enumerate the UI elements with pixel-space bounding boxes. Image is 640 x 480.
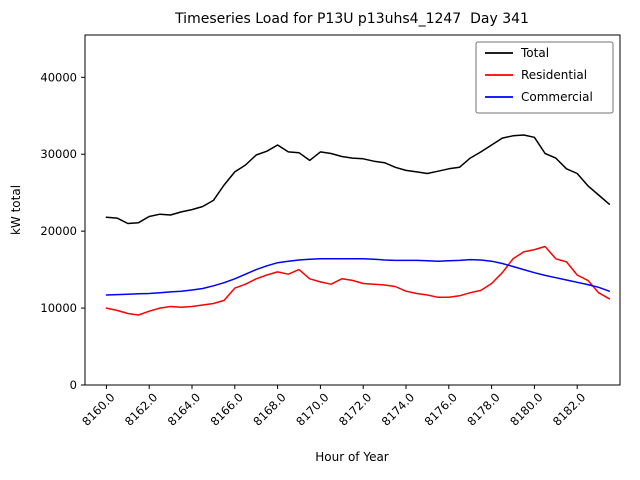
x-tick-label: 8172.0 bbox=[336, 390, 374, 428]
x-tick-label: 8166.0 bbox=[208, 390, 246, 428]
legend-label-residential: Residential bbox=[521, 68, 587, 82]
y-tick-label: 30000 bbox=[40, 147, 77, 161]
x-tick-label: 8182.0 bbox=[550, 390, 588, 428]
y-tick-label: 20000 bbox=[40, 224, 77, 238]
legend-box bbox=[475, 41, 614, 114]
legend-label-commercial: Commercial bbox=[521, 90, 593, 104]
series-line-total bbox=[105, 134, 611, 225]
x-tick-label: 8174.0 bbox=[379, 390, 417, 428]
x-tick-label: 8164.0 bbox=[165, 390, 203, 428]
x-tick-label: 8180.0 bbox=[507, 390, 545, 428]
x-tick-label: 8176.0 bbox=[422, 390, 460, 428]
x-axis-title: Hour of Year bbox=[315, 450, 389, 464]
chart-title: Timeseries Load for P13U p13uhs4_1247 Da… bbox=[174, 11, 529, 27]
x-tick-label: 8162.0 bbox=[122, 390, 160, 428]
x-tick-label: 8170.0 bbox=[293, 390, 331, 428]
x-tick-label: 8178.0 bbox=[464, 390, 502, 428]
y-tick-label: 40000 bbox=[40, 70, 77, 84]
series-line-commercial bbox=[105, 258, 611, 296]
x-tick-label: 8168.0 bbox=[250, 390, 288, 428]
series-line-residential bbox=[105, 245, 611, 316]
y-axis-title: kW total bbox=[9, 185, 23, 235]
x-tick-label: 8160.0 bbox=[79, 390, 117, 428]
axes-frame bbox=[84, 34, 621, 386]
legend-label-total: Total bbox=[520, 46, 549, 60]
y-tick-label: 0 bbox=[70, 378, 77, 392]
y-tick-label: 10000 bbox=[40, 301, 77, 315]
